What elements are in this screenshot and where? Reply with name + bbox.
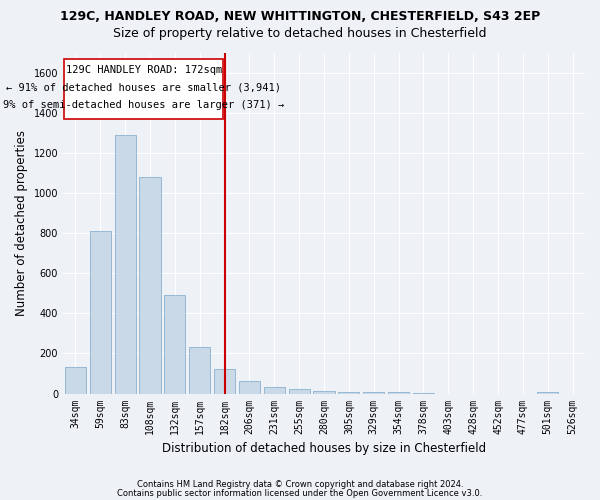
FancyBboxPatch shape [64, 58, 223, 118]
Bar [363, 392, 384, 394]
X-axis label: Distribution of detached houses by size in Chesterfield: Distribution of detached houses by size … [162, 442, 486, 455]
Bar [264, 386, 285, 394]
Bar [115, 135, 136, 394]
Bar [65, 368, 86, 394]
Bar [214, 370, 235, 394]
Text: 9% of semi-detached houses are larger (371) →: 9% of semi-detached houses are larger (3… [3, 100, 284, 110]
Bar [139, 177, 161, 394]
Y-axis label: Number of detached properties: Number of detached properties [15, 130, 28, 316]
Text: Contains HM Land Registry data © Crown copyright and database right 2024.: Contains HM Land Registry data © Crown c… [137, 480, 463, 489]
Bar [239, 380, 260, 394]
Bar [537, 392, 558, 394]
Text: ← 91% of detached houses are smaller (3,941): ← 91% of detached houses are smaller (3,… [7, 82, 281, 92]
Bar [313, 390, 335, 394]
Bar [388, 392, 409, 394]
Text: Contains public sector information licensed under the Open Government Licence v3: Contains public sector information licen… [118, 488, 482, 498]
Bar [413, 392, 434, 394]
Bar [189, 348, 211, 394]
Bar [289, 388, 310, 394]
Bar [164, 296, 185, 394]
Bar [338, 392, 359, 394]
Bar [90, 231, 111, 394]
Text: Size of property relative to detached houses in Chesterfield: Size of property relative to detached ho… [113, 28, 487, 40]
Text: 129C, HANDLEY ROAD, NEW WHITTINGTON, CHESTERFIELD, S43 2EP: 129C, HANDLEY ROAD, NEW WHITTINGTON, CHE… [60, 10, 540, 23]
Text: 129C HANDLEY ROAD: 172sqm: 129C HANDLEY ROAD: 172sqm [65, 66, 222, 76]
